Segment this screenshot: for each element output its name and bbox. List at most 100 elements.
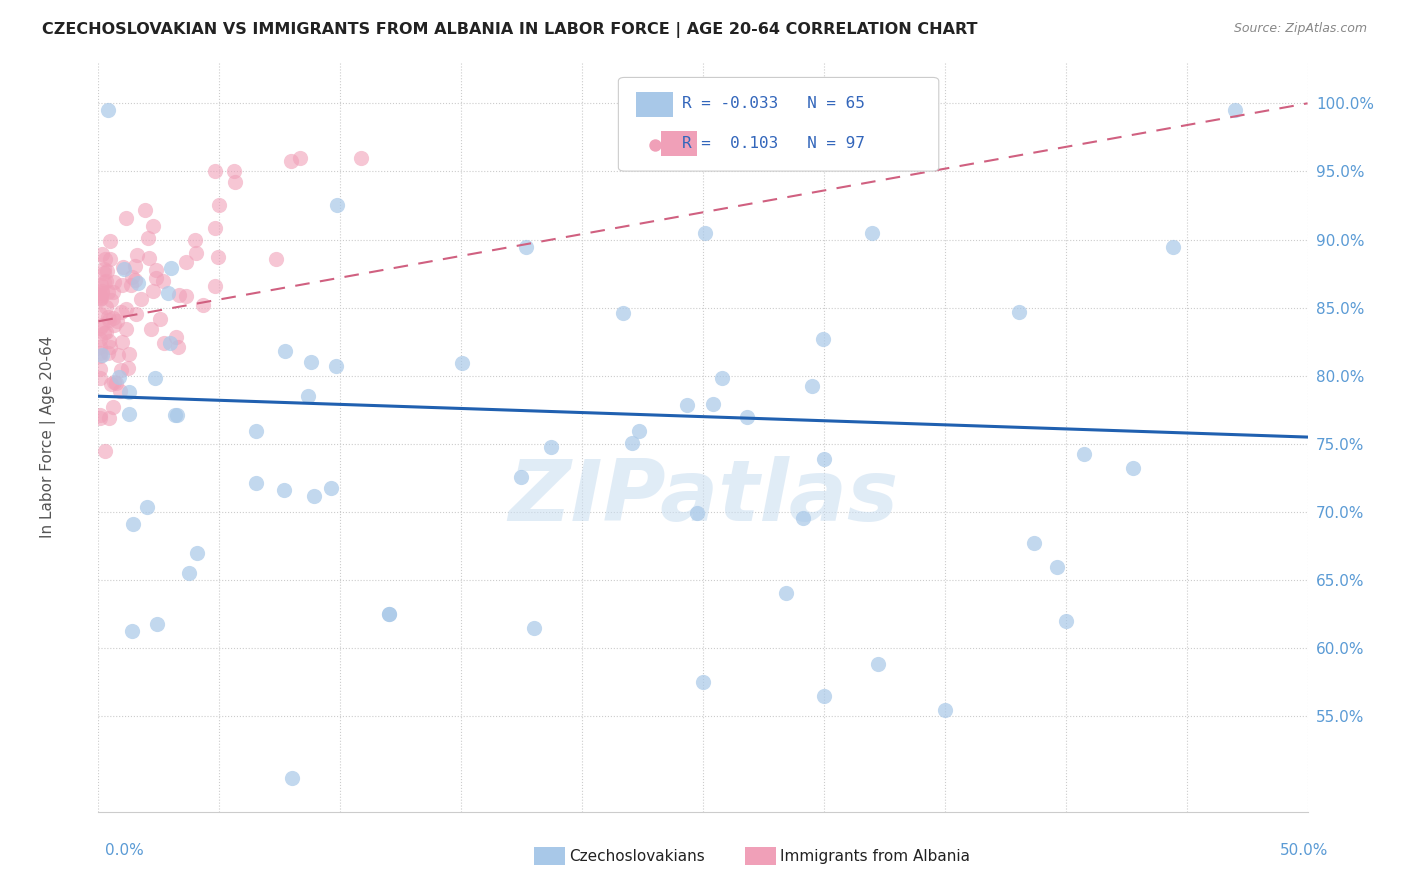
Point: [675, 397, 697, 411]
Point: [89, 288, 111, 302]
Point: [710, 371, 733, 385]
Point: [934, 702, 956, 716]
Text: Immigrants from Albania: Immigrants from Albania: [780, 849, 970, 863]
Point: [96, 326, 118, 340]
Point: [122, 516, 145, 531]
Point: [89, 340, 111, 354]
Point: [813, 689, 835, 703]
Point: [377, 607, 399, 622]
Point: [103, 375, 125, 389]
Point: [90, 247, 112, 261]
Point: [93, 261, 115, 276]
Point: [111, 277, 134, 292]
Text: R = -0.033   N = 65: R = -0.033 N = 65: [682, 96, 865, 112]
Point: [127, 247, 149, 261]
Point: [93, 275, 115, 289]
Point: [540, 440, 562, 454]
Point: [1024, 536, 1046, 550]
Text: R =  0.103   N = 97: R = 0.103 N = 97: [682, 136, 865, 151]
Point: [177, 566, 200, 580]
Text: 0.0%: 0.0%: [105, 843, 145, 858]
Point: [174, 254, 197, 268]
Point: [1122, 461, 1144, 475]
Point: [96, 274, 118, 288]
Point: [107, 348, 129, 362]
Point: [264, 252, 287, 266]
Point: [134, 202, 156, 217]
Point: [97, 346, 120, 360]
FancyBboxPatch shape: [619, 78, 939, 171]
Point: [114, 322, 136, 336]
Point: [304, 489, 326, 503]
Point: [89, 346, 111, 360]
Point: [510, 469, 533, 483]
Point: [280, 154, 302, 169]
Point: [174, 289, 197, 303]
Point: [124, 260, 146, 274]
Point: [204, 164, 226, 178]
Point: [90, 277, 112, 292]
Text: Source: ZipAtlas.com: Source: ZipAtlas.com: [1233, 22, 1367, 36]
Point: [159, 336, 181, 351]
Point: [207, 251, 229, 265]
Point: [103, 318, 125, 332]
Point: [127, 277, 149, 291]
Point: [89, 349, 111, 363]
Point: [135, 500, 157, 514]
Point: [91, 286, 114, 301]
Point: [118, 408, 141, 422]
Point: [1046, 560, 1069, 574]
Point: [120, 278, 142, 293]
Point: [142, 219, 165, 233]
Point: [125, 307, 148, 321]
Point: [91, 284, 114, 298]
Point: [131, 292, 153, 306]
Point: [100, 377, 122, 392]
Point: [297, 389, 319, 403]
Point: [224, 175, 246, 189]
Point: [811, 332, 834, 346]
Point: [450, 356, 472, 370]
Point: [114, 302, 136, 317]
Point: [193, 298, 215, 312]
Point: [166, 409, 188, 423]
Point: [813, 451, 835, 466]
Point: [523, 621, 546, 635]
Point: [124, 273, 146, 287]
Point: [153, 336, 176, 351]
Point: [136, 230, 159, 244]
Point: [101, 400, 124, 414]
Point: [165, 330, 187, 344]
Point: [377, 607, 399, 622]
Point: [281, 771, 304, 785]
Point: [101, 310, 124, 325]
Point: [692, 675, 714, 690]
Point: [792, 511, 814, 525]
Point: [184, 246, 207, 260]
Point: [105, 313, 128, 327]
Point: [98, 340, 121, 354]
Point: [184, 234, 207, 248]
Text: 50.0%: 50.0%: [1281, 843, 1329, 858]
Point: [860, 227, 883, 241]
Point: [273, 483, 295, 497]
Point: [159, 260, 181, 275]
Point: [89, 320, 111, 334]
Point: [89, 410, 111, 425]
Point: [112, 260, 135, 275]
Point: [143, 371, 166, 385]
Point: [186, 546, 208, 560]
Point: [224, 164, 246, 178]
Point: [117, 384, 139, 399]
Point: [91, 318, 114, 333]
Point: [149, 311, 172, 326]
Point: [108, 384, 131, 398]
Point: [146, 617, 169, 632]
Point: [89, 332, 111, 346]
Point: [110, 363, 132, 377]
Point: [89, 361, 111, 376]
Point: [152, 274, 174, 288]
Point: [107, 370, 129, 384]
Point: [1073, 447, 1095, 461]
Point: [111, 335, 134, 350]
